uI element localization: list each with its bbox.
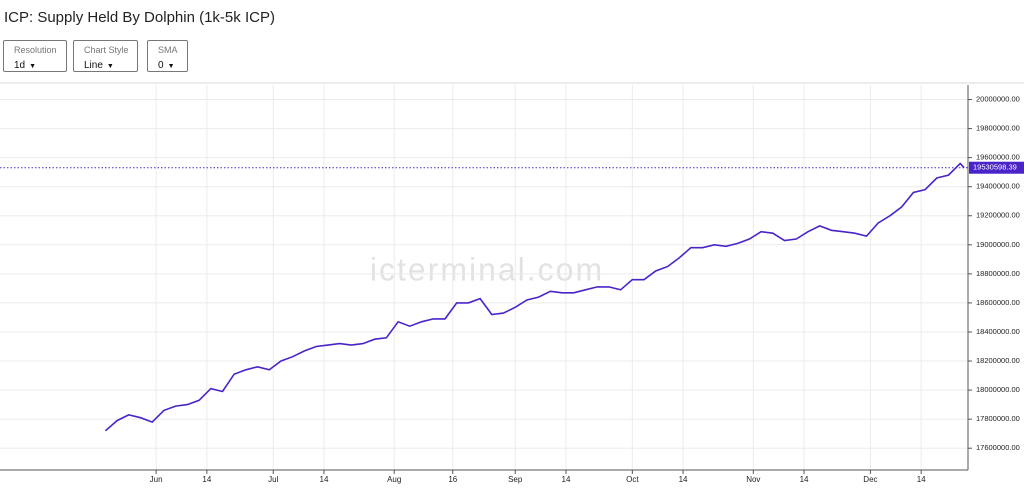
y-tick-label: 19000000.00 <box>976 240 1020 249</box>
x-tick-label: 14 <box>679 475 688 484</box>
y-tick-label: 19200000.00 <box>976 211 1020 220</box>
last-value-label: 19530598.39 <box>973 163 1017 172</box>
x-tick-label: 14 <box>202 475 211 484</box>
page-title: ICP: Supply Held By Dolphin (1k-5k ICP) <box>4 9 275 26</box>
resolution-button[interactable]: Resolution 1d ▼ <box>3 40 67 72</box>
y-tick-label: 19600000.00 <box>976 153 1020 162</box>
y-tick-label: 18600000.00 <box>976 298 1020 307</box>
dropdown-arrow: ▼ <box>106 63 114 70</box>
watermark: icterminal.com <box>370 251 604 287</box>
last-value-box <box>969 161 1024 174</box>
control-value: Line <box>84 60 103 71</box>
y-tick-label: 19400000.00 <box>976 182 1020 191</box>
x-tick-label: 14 <box>562 475 571 484</box>
y-tick-label: 18400000.00 <box>976 327 1020 336</box>
x-tick-label: Jun <box>150 475 163 484</box>
control-label: Resolution <box>14 45 57 55</box>
y-tick-label: 20000000.00 <box>976 95 1020 104</box>
x-tick-label: 16 <box>448 475 457 484</box>
y-tick-label: 18000000.00 <box>976 385 1020 394</box>
x-tick-label: Aug <box>387 475 401 484</box>
dropdown-arrow: ▼ <box>29 63 37 70</box>
control-value: 0 <box>158 60 164 71</box>
x-tick-label: Dec <box>863 475 877 484</box>
x-tick-label: Jul <box>268 475 278 484</box>
control-value: 1d <box>14 60 26 71</box>
y-tick-label: 19800000.00 <box>976 124 1020 133</box>
chart-style-button[interactable]: Chart Style Line ▼ <box>73 40 138 72</box>
sma-button[interactable]: SMA 0 ▼ <box>147 40 188 72</box>
x-tick-label: 14 <box>800 475 809 484</box>
y-tick-label: 18200000.00 <box>976 356 1020 365</box>
x-tick-label: Sep <box>508 475 523 484</box>
dropdown-arrow: ▼ <box>167 63 175 70</box>
x-tick-label: 14 <box>320 475 329 484</box>
x-tick-label: Oct <box>626 475 639 484</box>
control-label: Chart Style <box>84 45 129 55</box>
x-tick-label: Nov <box>746 475 760 484</box>
y-tick-label: 17600000.00 <box>976 443 1020 452</box>
series-line <box>104 162 965 432</box>
control-label: SMA <box>158 45 178 55</box>
y-tick-label: 18800000.00 <box>976 269 1020 278</box>
y-tick-label: 17800000.00 <box>976 414 1020 423</box>
x-tick-label: 14 <box>917 475 926 484</box>
